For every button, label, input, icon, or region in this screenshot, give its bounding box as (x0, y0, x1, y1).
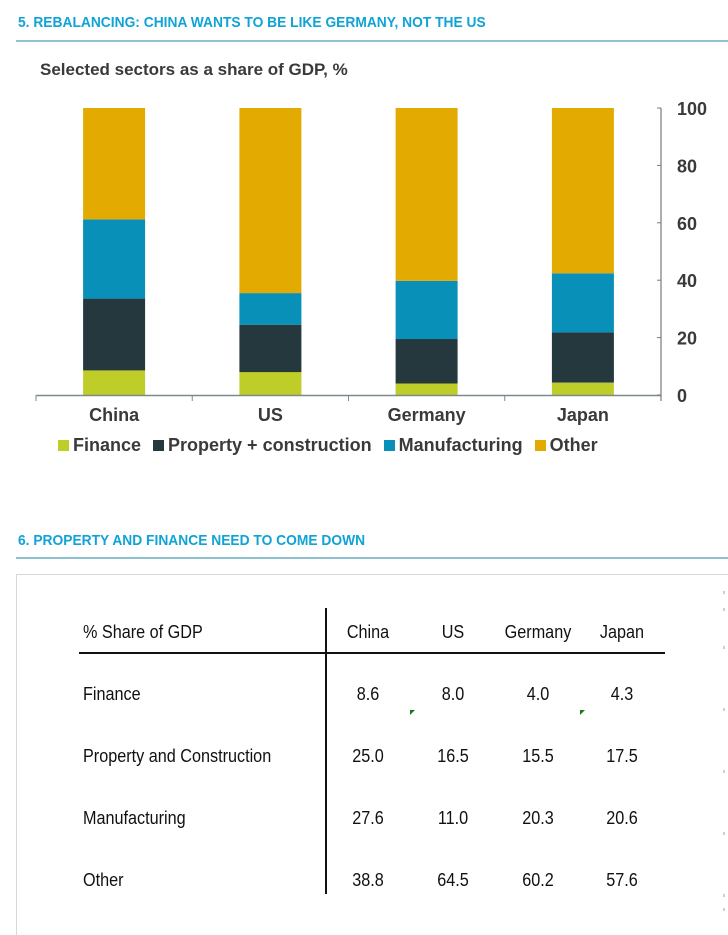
cell-comment-marker (580, 710, 585, 715)
table-cell: 11.0 (437, 808, 469, 828)
section-divider (16, 40, 728, 42)
y-tick-label: 0 (677, 386, 687, 406)
edge-tick (723, 894, 725, 897)
table-cell: 60.2 (522, 870, 554, 890)
legend-swatch-manufacturing (383, 440, 395, 451)
y-tick-label: 80 (677, 156, 697, 176)
bar-segment-other-us (239, 108, 302, 294)
table-cell: 17.5 (606, 746, 638, 766)
table-column-header: China (346, 622, 390, 642)
table-section-title: 6. PROPERTY AND FINANCE NEED TO COME DOW… (18, 532, 366, 549)
edge-tick (723, 591, 725, 594)
bar-segment-property-construction-us (239, 324, 302, 373)
table-cell: 20.6 (606, 808, 638, 828)
chart-legend: Finance Property + construction Manufact… (58, 435, 610, 456)
y-tick-label: 20 (677, 329, 697, 349)
table-vertical-rule (325, 608, 327, 894)
table-cell: 57.6 (606, 870, 638, 890)
chart-subtitle: Selected sectors as a share of GDP, % (40, 60, 348, 79)
table-cell: 4.0 (526, 684, 550, 704)
legend-label-other: Other (549, 435, 598, 455)
section-divider (16, 557, 728, 559)
legend-item-other: Other (534, 435, 598, 456)
edge-tick (723, 708, 725, 711)
bar-segment-manufacturing-china (83, 219, 146, 299)
bar-segment-property-construction-china (83, 298, 146, 371)
bar-segment-finance-japan (551, 382, 614, 395)
legend-swatch-finance (58, 440, 69, 451)
table-cell: 25.0 (352, 746, 384, 766)
table-column-header: Germany (504, 622, 572, 642)
stacked-bar-chart: China US Germany Japan 0 20 40 60 80 100 (35, 99, 707, 425)
bar-segment-finance-china (83, 370, 146, 395)
bar-segment-other-japan (551, 108, 614, 274)
edge-tick (723, 646, 725, 649)
bar-segment-manufacturing-us (239, 293, 302, 325)
table-cell: 38.8 (352, 870, 384, 890)
table-row-label: Manufacturing (83, 808, 186, 828)
bar-segment-manufacturing-germany (395, 280, 458, 340)
table-cell: 16.5 (437, 746, 469, 766)
x-tick-label: Germany (388, 405, 466, 425)
edge-tick (723, 832, 725, 835)
x-tick-label: US (258, 405, 283, 425)
bar-segment-manufacturing-japan (551, 273, 614, 333)
legend-label-finance: Finance (73, 435, 142, 455)
legend-swatch-other (534, 440, 546, 451)
legend-swatch-property (153, 440, 165, 451)
legend-item-finance: Finance (58, 435, 141, 456)
table-header-label: % Share of GDP (83, 622, 203, 642)
y-tick-label: 40 (677, 271, 697, 291)
y-tick-label: 60 (677, 214, 697, 234)
table-column-header: US (441, 622, 465, 642)
table-cell: 64.5 (437, 870, 469, 890)
cell-comment-marker (410, 710, 415, 715)
bar-segment-property-construction-japan (551, 332, 614, 383)
bar-segment-property-construction-germany (395, 339, 458, 384)
legend-label-property: Property + construction (168, 435, 372, 455)
table-row-label: Finance (83, 684, 141, 704)
x-tick-label: China (89, 405, 140, 425)
bar-segment-finance-germany (395, 383, 458, 395)
y-tick-label: 100 (677, 99, 707, 119)
bar-segment-other-germany (395, 108, 458, 281)
bar-segment-other-china (83, 108, 146, 220)
table-row-label: Other (83, 870, 124, 890)
bar-segment-finance-us (239, 372, 302, 395)
chart-section-title: 5. REBALANCING: CHINA WANTS TO BE LIKE G… (18, 14, 486, 31)
table-column-header: Japan (599, 622, 645, 642)
edge-tick (723, 770, 725, 773)
table-cell: 8.0 (441, 684, 465, 704)
table-cell: 8.6 (356, 684, 380, 704)
table-frame (16, 574, 728, 935)
edge-tick (723, 608, 725, 611)
table-header-rule (79, 652, 665, 654)
edge-tick (723, 908, 725, 911)
table-row-label: Property and Construction (83, 746, 272, 766)
table-cell: 15.5 (522, 746, 554, 766)
table-cell: 27.6 (352, 808, 384, 828)
legend-label-manufacturing: Manufacturing (398, 435, 523, 455)
x-tick-label: Japan (557, 405, 609, 425)
table-cell: 4.3 (610, 684, 634, 704)
legend-item-property: Property + construction (153, 435, 372, 456)
table-cell: 20.3 (522, 808, 554, 828)
legend-item-manufacturing: Manufacturing (383, 435, 523, 456)
